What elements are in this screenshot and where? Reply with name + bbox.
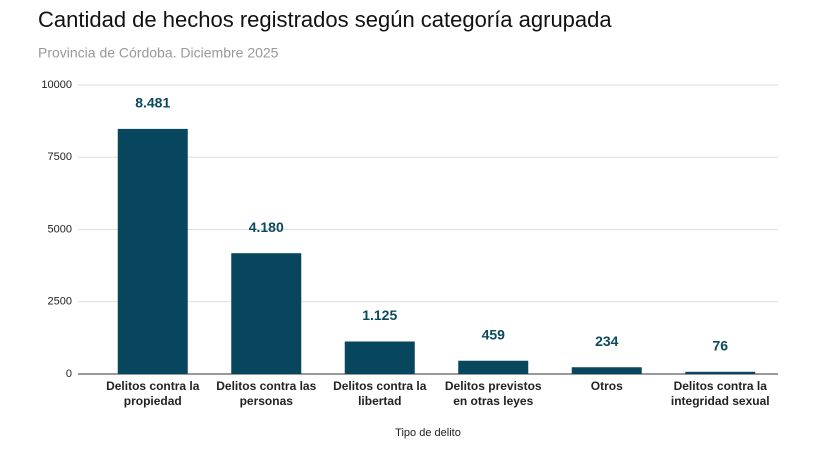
data-label: 76 <box>712 338 728 354</box>
bar <box>685 371 756 374</box>
bar <box>344 341 415 374</box>
x-tick-label: Delitos contra la propiedad <box>106 379 200 408</box>
data-label: 234 <box>595 333 619 349</box>
y-tick-label: 7500 <box>48 151 72 163</box>
chart-title: Cantidad de hechos registrados según cat… <box>38 7 612 32</box>
data-label: 459 <box>482 326 506 342</box>
x-axis-label: Tipo de delito <box>395 427 461 439</box>
data-label: 1.125 <box>362 307 397 323</box>
data-label: 8.481 <box>135 95 170 111</box>
y-tick-label: 0 <box>66 368 72 380</box>
chart-subtitle: Provincia de Córdoba. Diciembre 2025 <box>38 45 279 61</box>
y-tick-label: 2500 <box>48 296 72 308</box>
bar <box>571 367 642 374</box>
bar <box>231 253 302 374</box>
y-tick-label: 5000 <box>48 223 72 235</box>
x-tick-label: Delitos previstos en otras leyes <box>444 379 542 408</box>
x-tick-label: Delitos contra las personas <box>216 379 317 408</box>
y-tick-label: 10000 <box>41 79 72 91</box>
data-label: 4.180 <box>249 219 284 235</box>
bar <box>117 128 188 374</box>
bar <box>458 360 529 374</box>
x-tick-label: Otros <box>590 379 623 393</box>
x-tick-label: Delitos contra la integridad sexual <box>670 379 770 408</box>
x-tick-label: Delitos contra la libertad <box>333 379 427 408</box>
